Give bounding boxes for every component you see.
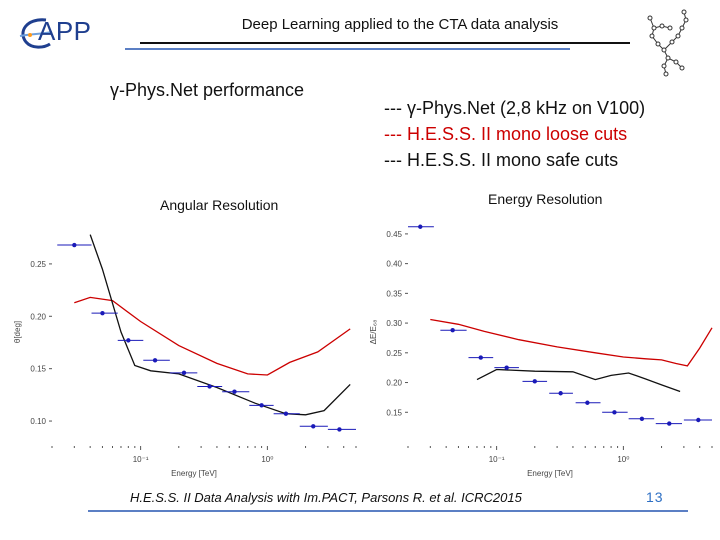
data-point: [558, 391, 563, 396]
y-tick-label: 0.15: [386, 408, 402, 417]
angular-resolution-title: Angular Resolution: [160, 197, 279, 213]
y-tick-label: 0.25: [386, 349, 402, 358]
data-point: [232, 389, 237, 394]
data-point: [72, 242, 77, 248]
data-point: [585, 400, 590, 405]
title-underline-blue: [125, 48, 570, 50]
y-tick-label: 0.10: [30, 417, 46, 426]
x-axis-label: Energy [TeV]: [171, 469, 217, 478]
page-number: 13: [646, 489, 664, 505]
legend-item-safe-cuts: --- H.E.S.S. II mono safe cuts: [384, 150, 619, 170]
loose-cuts-line: [430, 318, 713, 367]
x-axis-label: Energy [TeV]: [527, 469, 573, 478]
y-tick-label: 0.20: [386, 379, 402, 388]
y-tick-label: 0.15: [30, 365, 46, 374]
logo-text: APP: [38, 16, 92, 46]
data-point: [478, 355, 483, 360]
x-tick-label: 10⁻¹: [133, 455, 149, 464]
data-point: [283, 411, 289, 416]
data-point: [100, 310, 105, 316]
data-point: [639, 416, 645, 422]
data-point: [126, 338, 131, 343]
title-underline: [140, 42, 630, 44]
data-point: [612, 410, 617, 415]
safe-cuts-line: [476, 368, 681, 393]
data-point: [181, 370, 187, 376]
lapp-logo: [19, 18, 53, 49]
energy-resolution-chart: 0.15 0.20 0.25 0.30 0.35 0.40 0.45 10⁻¹ 10⁰ Energ…: [369, 224, 713, 478]
legend: --- γ-Phys.Net (2,8 kHz on V100) --- H.E…: [384, 95, 645, 173]
data-point: [504, 365, 509, 370]
y-axis-label: θ[deg]: [13, 321, 22, 343]
y-axis-label: ΔE/E₆₈: [369, 320, 378, 345]
loose-cuts-line: [74, 296, 351, 376]
angular-resolution-chart: 0.10 0.15 0.20 0.25 10⁻¹ 10⁰ Energy [TeV] θ[deg…: [13, 234, 357, 478]
x-tick-label: 10⁻¹: [489, 455, 505, 464]
data-point: [337, 427, 342, 432]
data-point: [259, 403, 264, 408]
x-tick-label: 10⁰: [617, 455, 629, 464]
data-point: [532, 379, 537, 384]
data-point: [207, 384, 212, 389]
footer-reference: H.E.S.S. II Data Analysis with Im.PACT, …: [130, 490, 522, 505]
y-tick-label: 0.40: [386, 260, 402, 269]
y-tick-label: 0.20: [30, 312, 46, 321]
energy-resolution-title: Energy Resolution: [488, 191, 603, 207]
network-diagram-icon: [647, 9, 689, 77]
y-tick-label: 0.35: [386, 289, 402, 298]
y-tick-label: 0.25: [30, 260, 46, 269]
legend-item-gamma-physnet: --- γ-Phys.Net (2,8 kHz on V100): [384, 98, 646, 118]
data-point: [418, 224, 423, 229]
data-point: [667, 421, 672, 426]
legend-item-loose-cuts: --- H.E.S.S. II mono loose cuts: [384, 124, 628, 144]
y-tick-label: 0.45: [386, 230, 402, 239]
footer-rule: [88, 510, 688, 512]
data-point: [450, 328, 455, 333]
safe-cuts-line: [89, 234, 351, 416]
data-point: [696, 417, 701, 423]
data-point: [152, 358, 158, 363]
y-tick-label: 0.30: [386, 319, 402, 328]
section-subtitle: γ-Phys.Net performance: [110, 80, 305, 100]
x-tick-label: 10⁰: [261, 455, 273, 464]
slide-title: Deep Learning applied to the CTA data an…: [241, 16, 559, 33]
data-point: [311, 424, 316, 429]
